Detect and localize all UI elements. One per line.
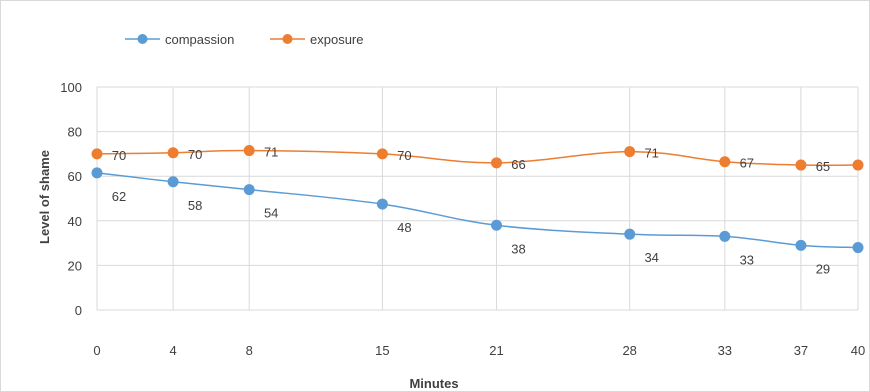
y-tick-label: 80 [68,125,82,140]
data-point-exposure [91,148,103,160]
data-label-compassion: 38 [511,241,525,256]
y-axis-title: Level of shame [37,150,52,244]
data-point-compassion [719,230,731,242]
data-point-compassion [376,198,388,210]
data-point-exposure [243,145,255,157]
data-label-compassion: 58 [188,198,202,213]
data-labels: 625854483834332928707071706671676565 [112,145,830,277]
data-label-exposure: 66 [511,157,525,172]
data-label-exposure: 70 [188,147,202,162]
data-label-compassion: 29 [816,261,830,276]
x-tick-label: 4 [169,343,176,358]
x-tick-label: 8 [246,343,253,358]
data-label-exposure: 71 [644,146,658,161]
x-tick-label: 37 [794,343,808,358]
data-point-compassion [91,167,103,179]
data-point-exposure [167,147,179,159]
data-point-compassion [167,176,179,188]
x-tick-label: 15 [375,343,389,358]
data-point-exposure [852,159,864,171]
data-point-exposure [624,146,636,158]
data-point-compassion [491,219,503,231]
x-tick-label: 40 [851,343,865,358]
x-tick-label: 33 [718,343,732,358]
legend-label-exposure: exposure [310,32,363,47]
series-lines [91,145,864,254]
gridlines [96,86,859,311]
y-tick-label: 60 [68,169,82,184]
data-point-exposure [491,157,503,169]
y-tick-label: 100 [60,80,82,95]
data-point-compassion [624,228,636,240]
legend: compassion exposure [125,32,363,47]
data-point-exposure [376,148,388,160]
data-point-compassion [852,242,864,254]
x-tick-label: 28 [622,343,636,358]
x-tick-label: 0 [93,343,100,358]
data-label-compassion: 62 [112,189,126,204]
data-label-compassion: 33 [740,252,754,267]
data-label-compassion: 54 [264,206,278,221]
legend-marker-compassion [137,34,148,44]
legend-label-compassion: compassion [165,32,234,47]
data-point-exposure [795,159,807,171]
data-label-exposure: 70 [397,148,411,163]
x-axis-title: Minutes [409,376,458,391]
data-label-exposure: 71 [264,145,278,160]
x-tick-label: 21 [489,343,503,358]
data-label-compassion: 48 [397,220,411,235]
data-label-exposure: 70 [112,148,126,163]
data-point-compassion [795,239,807,251]
data-point-exposure [719,156,731,168]
y-tick-label: 0 [75,303,82,318]
y-tick-label: 20 [68,258,82,273]
y-tick-label: 40 [68,214,82,229]
data-label-exposure: 67 [740,156,754,171]
data-label-compassion: 34 [644,250,658,265]
data-point-compassion [243,184,255,196]
data-label-exposure: 65 [816,159,830,174]
legend-marker-exposure [282,34,293,44]
